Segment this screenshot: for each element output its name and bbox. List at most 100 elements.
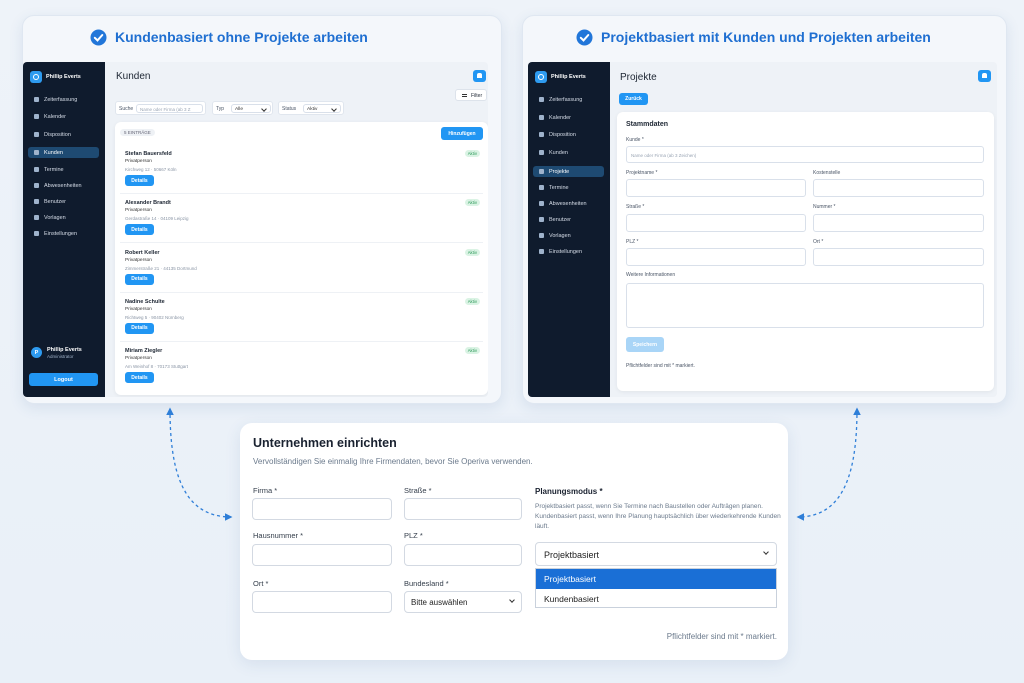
- customer-address: Am Weinhof 8 · 70173 Stuttgart: [125, 364, 188, 370]
- nav-item[interactable]: Termine: [533, 182, 604, 193]
- nav-item[interactable]: Kalender: [533, 112, 604, 123]
- filter-icon: [462, 94, 467, 97]
- nav-item[interactable]: Vorlagen: [533, 230, 604, 241]
- filter-label: Typ: [216, 106, 225, 112]
- field-label: Ort *: [253, 579, 269, 588]
- app-screenshot: Phillip Everts Zeiterfassung Kalender Dispo…: [528, 62, 997, 397]
- nav-icon: [34, 231, 39, 236]
- text-input[interactable]: [626, 179, 806, 197]
- text-input[interactable]: [626, 248, 806, 266]
- nav-label: Termine: [549, 184, 569, 191]
- chevron: [509, 597, 515, 603]
- search-label: Suche: [119, 106, 134, 112]
- nav-icon: [539, 217, 544, 222]
- customer-address: Kirchweg 12 · 50667 Köln: [125, 167, 177, 172]
- nav-icon: [34, 167, 39, 172]
- field-label: PLZ *: [626, 239, 639, 245]
- logo-mark: [538, 74, 544, 80]
- nav-label: Termine: [44, 166, 64, 173]
- text-input[interactable]: [626, 283, 984, 328]
- sidebar: Phillip Everts Zeiterfassung Kalender Dispo…: [528, 62, 610, 397]
- nav-icon: [539, 185, 544, 190]
- nav-label: Abwesenheiten: [44, 182, 82, 189]
- nav-label: Kunden: [549, 149, 568, 156]
- field-label: Firma *: [253, 486, 278, 495]
- logout-button[interactable]: Logout: [29, 373, 98, 386]
- nav-label: Einstellungen: [44, 230, 78, 237]
- text-input[interactable]: [813, 248, 984, 266]
- nav-item[interactable]: Zeiterfassung: [533, 94, 604, 105]
- select-input[interactable]: Aktiv: [303, 104, 341, 113]
- text-input[interactable]: [252, 544, 392, 566]
- select-value: Projektbasiert: [544, 550, 600, 560]
- nav-item[interactable]: Einstellungen: [533, 246, 604, 257]
- select-value: Bitte auswählen: [411, 598, 468, 607]
- select-input[interactable]: Alle: [231, 104, 271, 113]
- nav-item[interactable]: Benutzer: [533, 214, 604, 225]
- dropdown-option[interactable]: Projektbasiert: [536, 569, 776, 589]
- nav-label: Benutzer: [549, 216, 572, 223]
- nav-item[interactable]: Einstellungen: [28, 228, 99, 239]
- nav-label: Abwesenheiten: [549, 200, 587, 207]
- filter-button[interactable]: Filter: [455, 89, 487, 101]
- save-button[interactable]: Speichern: [626, 337, 664, 352]
- project-form: Stammdaten Kunde * Name oder Firma (ab 3 Z…: [617, 112, 994, 391]
- nav-label: Benutzer: [44, 198, 67, 205]
- mode-select[interactable]: Projektbasiert: [535, 542, 777, 566]
- nav-item[interactable]: Disposition: [28, 129, 99, 140]
- text-input[interactable]: [404, 544, 522, 566]
- field-label: Projektname *: [626, 170, 658, 176]
- nav-icon: [34, 132, 39, 137]
- chevron: [261, 105, 267, 112]
- details-button[interactable]: Details: [125, 372, 154, 384]
- dropdown-option[interactable]: Kundenbasiert: [536, 589, 776, 608]
- entry-count: 5 EINTRÄGE: [120, 129, 155, 136]
- text-input[interactable]: [252, 498, 392, 520]
- details-button[interactable]: Details: [125, 224, 154, 236]
- text-input[interactable]: Bitte auswählen: [404, 591, 522, 613]
- nav-item[interactable]: Abwesenheiten: [28, 180, 99, 191]
- nav-item[interactable]: Termine: [28, 164, 99, 175]
- text-input[interactable]: [252, 591, 392, 613]
- nav-item[interactable]: Zeiterfassung: [28, 94, 99, 105]
- nav-label: Zeiterfassung: [44, 96, 78, 103]
- logo: [535, 71, 547, 83]
- brand-name: Phillip Everts: [46, 74, 81, 80]
- nav-label: Projekte: [549, 168, 570, 175]
- required-note: Pflichtfelder sind mit * markiert.: [626, 363, 695, 369]
- nav-item[interactable]: Kunden: [28, 147, 99, 158]
- search-field: Suche Name oder Firma (ab 3 Z: [115, 101, 206, 115]
- chevron: [763, 549, 769, 555]
- customer-name: Stefan Bauersfeld: [125, 151, 172, 157]
- details-button[interactable]: Details: [125, 273, 154, 285]
- nav-item[interactable]: Benutzer: [28, 196, 99, 207]
- check-icon: [90, 29, 107, 46]
- brand-name: Phillip Everts: [551, 74, 586, 80]
- nav-item[interactable]: Vorlagen: [28, 212, 99, 223]
- details-button[interactable]: Details: [125, 322, 154, 334]
- customer-item: Stefan Bauersfeld Privatperson Kirchweg 12…: [120, 147, 483, 194]
- details-button[interactable]: Details: [125, 175, 154, 186]
- field-label: PLZ *: [404, 531, 423, 540]
- back-button[interactable]: Zurück: [619, 93, 648, 105]
- notification-button[interactable]: [473, 70, 486, 82]
- text-input[interactable]: [626, 214, 806, 232]
- nav-item[interactable]: Disposition: [533, 129, 604, 140]
- nav-item[interactable]: Abwesenheiten: [533, 198, 604, 209]
- customer-item: Miriam Ziegler Privatperson Am Weinhof 8 ·…: [120, 344, 483, 391]
- search-input[interactable]: Name oder Firma (ab 3 Z: [136, 104, 203, 113]
- text-input[interactable]: [813, 179, 984, 197]
- text-input[interactable]: [813, 214, 984, 232]
- nav-icon: [539, 169, 544, 174]
- nav-item[interactable]: Projekte: [533, 166, 604, 177]
- nav-item[interactable]: Kalender: [28, 111, 99, 122]
- page-title: Kunden: [116, 71, 151, 82]
- text-input[interactable]: Name oder Firma (ab 3 Zeichen): [626, 146, 984, 163]
- notification-button[interactable]: [978, 70, 991, 82]
- text-input[interactable]: [404, 498, 522, 520]
- mode-description: Projektbasiert passt, wenn Sie Termine n…: [535, 503, 781, 531]
- nav-label: Vorlagen: [44, 214, 66, 221]
- add-button[interactable]: Hinzufügen: [441, 127, 483, 140]
- nav-item[interactable]: Kunden: [533, 147, 604, 158]
